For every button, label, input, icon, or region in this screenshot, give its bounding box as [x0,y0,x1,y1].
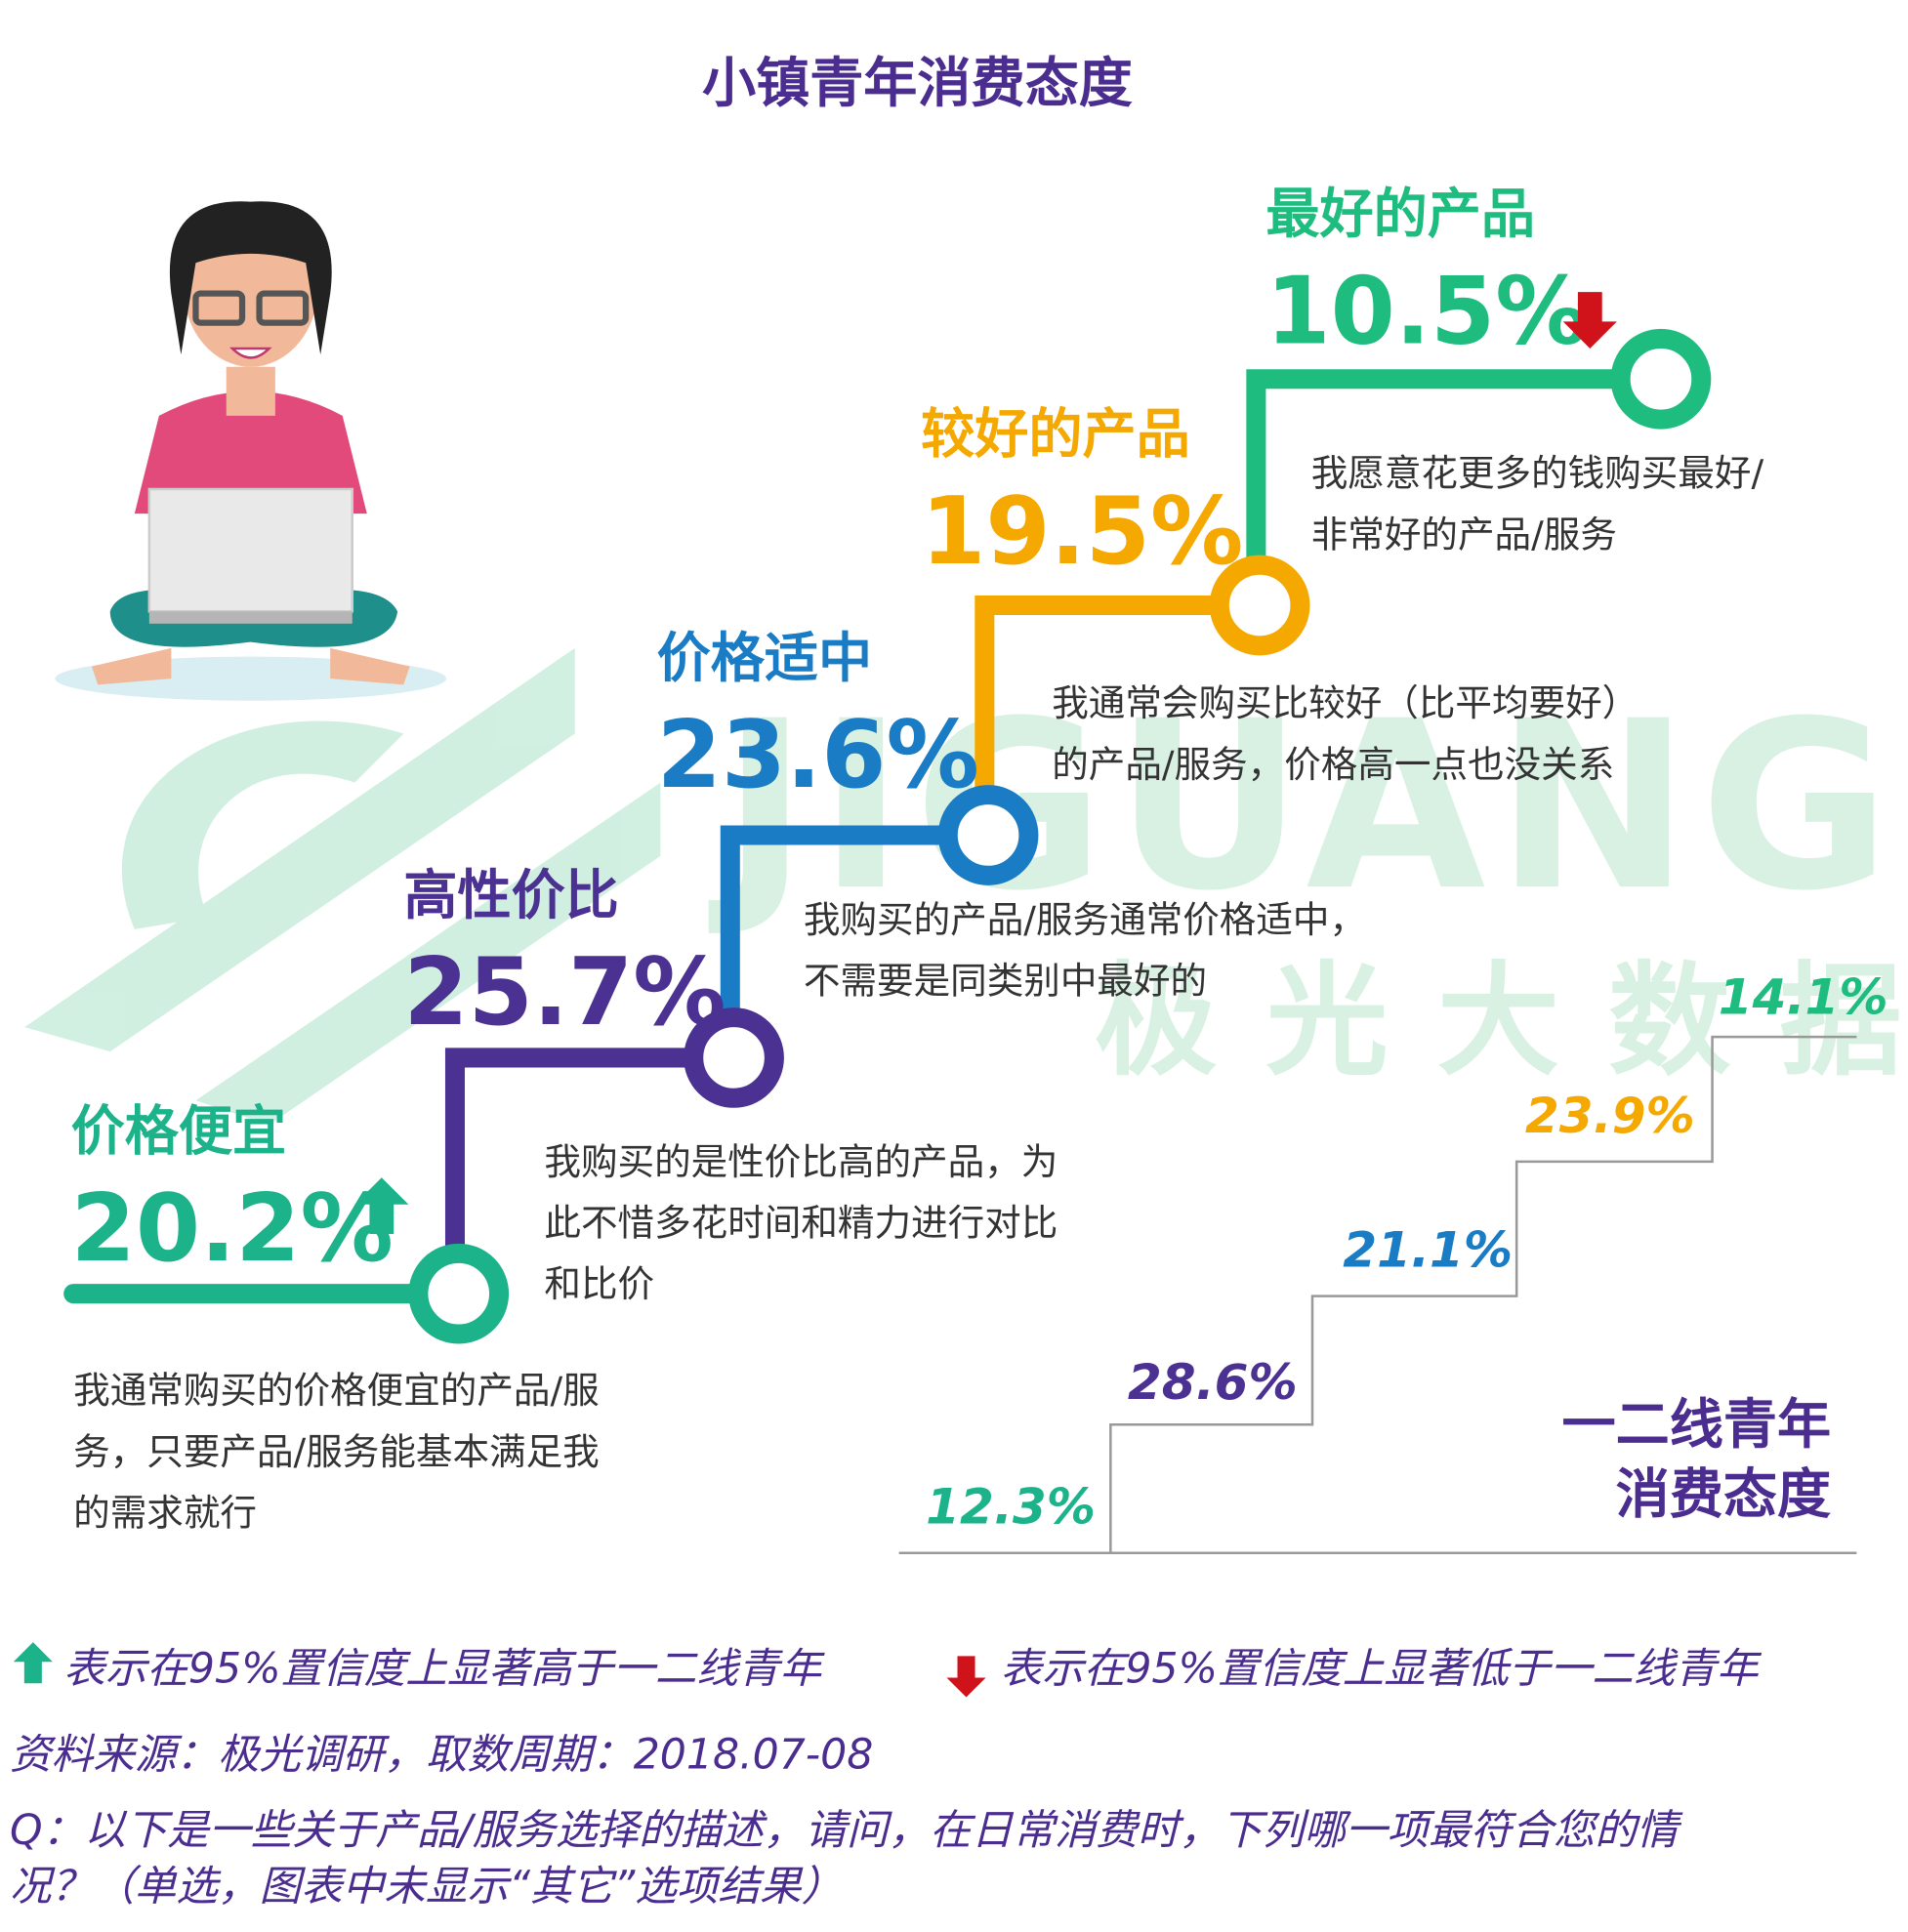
step-description: 务，只要产品/服务能基本满足我 [73,1430,600,1473]
person-illustration [55,201,447,701]
step-description: 的产品/服务，价格高一点也没关系 [1052,743,1614,786]
arrow-down [946,1656,986,1698]
tier12-value: 12.3% [926,1478,1096,1536]
step-value: 23.6% [657,702,979,809]
tier12-value: 28.6% [1128,1353,1298,1411]
step-description: 我购买的产品/服务通常价格适中， [804,898,1366,941]
tier12-label: 消费态度 [1616,1463,1831,1526]
legend-text: 表示在95%置信度上显著高于一二线青年 [63,1645,825,1694]
step-label: 价格便宜 [71,1100,286,1163]
step-circle [1610,328,1712,430]
step-line [444,1048,694,1254]
watermark: JIGUANG [708,672,1900,942]
step-description: 我通常会购买比较好（比平均要好） [1052,681,1638,724]
step-description: 我购买的是性价比高的产品，为 [544,1140,1058,1183]
step-description: 我愿意花更多的钱购买最好/ [1311,452,1764,495]
step-circle [1209,555,1310,656]
step-circle [937,785,1039,885]
step-description: 我通常购买的价格便宜的产品/服 [73,1369,600,1412]
step-description: 非常好的产品/服务 [1311,513,1617,555]
step-value: 10.5% [1265,258,1588,365]
question: Q：以下是一些关于产品/服务选择的描述，请问，在日常消费时，下列哪一项最符合您的… [10,1806,1683,1855]
step-value: 19.5% [921,478,1243,586]
step-label: 高性价比 [403,864,618,926]
step-line [720,825,948,1018]
tier12-steps [898,1035,1857,1554]
step-line [975,595,1220,796]
step-line [1246,369,1621,565]
title: 小镇青年消费态度 [702,52,1133,114]
step-label: 最好的产品 [1265,183,1535,245]
step-circle [408,1243,510,1344]
arrow-down [1562,292,1617,349]
step-value: 20.2% [71,1175,394,1283]
source: 资料来源：极光调研，取数周期：2018.07-08 [10,1730,873,1779]
tier12-value: 21.1% [1343,1221,1513,1279]
step-description: 和比价 [544,1262,654,1305]
step-description: 不需要是同类别中最好的 [804,960,1207,1003]
tier12-value: 23.9% [1525,1087,1695,1144]
step-description: 的需求就行 [73,1491,257,1534]
step-label: 较好的产品 [921,403,1190,466]
step-circle [684,1007,784,1108]
step-description: 此不惜多花时间和精力进行对比 [544,1202,1058,1245]
arrow-up [13,1642,53,1684]
legend-text: 表示在95%置信度上显著低于一二线青年 [1001,1645,1763,1694]
step-label: 价格适中 [657,627,872,689]
question: 况？（单选，图表中未显示“其它”选项结果） [10,1863,843,1911]
step-value: 25.7% [403,939,726,1047]
watermark-logo [24,647,661,1126]
arrow-up [354,1177,409,1235]
tier12-value: 14.1% [1719,967,1888,1025]
watermark: 极光大数据 [1095,950,1908,1092]
tier12-label: 一二线青年 [1562,1393,1832,1456]
